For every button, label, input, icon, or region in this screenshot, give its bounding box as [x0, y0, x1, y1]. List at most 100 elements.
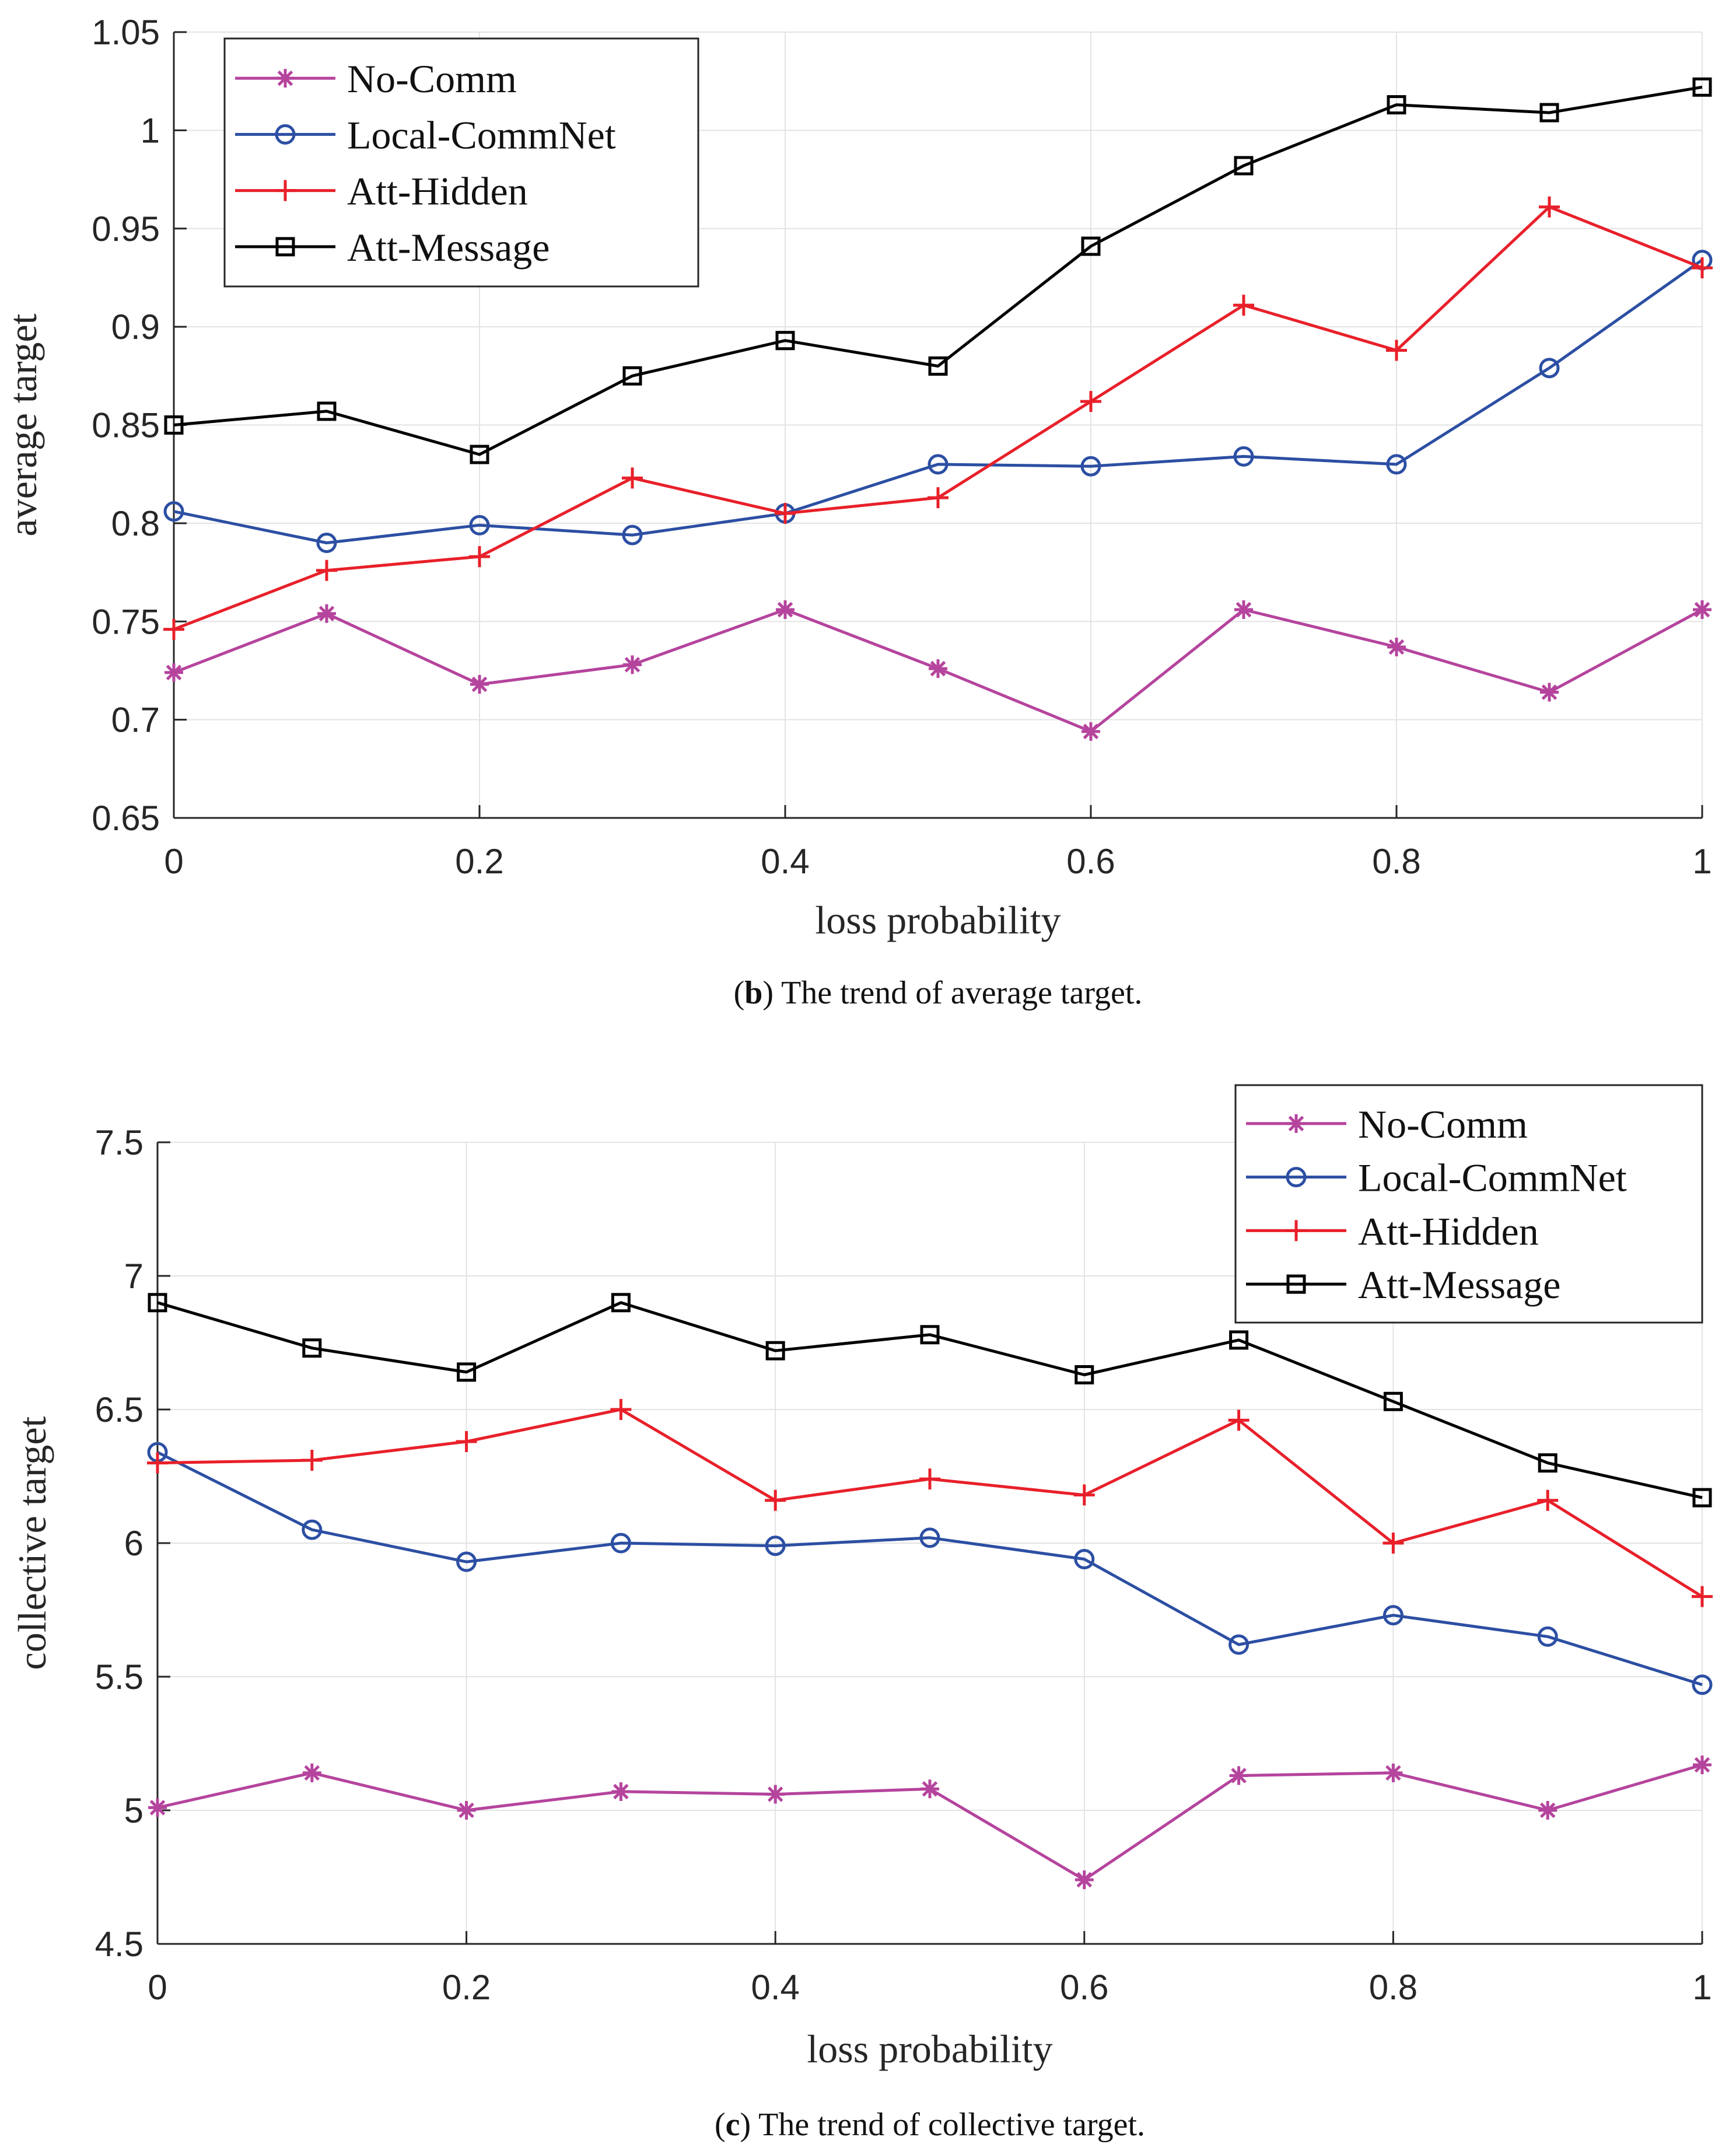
y-tick-label: 5 [124, 1791, 144, 1830]
chart2-series-att-hidden-point [765, 1489, 786, 1511]
legend-entry-att-hidden: Att-Hidden [1246, 1209, 1539, 1253]
y-tick-label: 4.5 [95, 1925, 144, 1964]
chart1-series-no-comm-point [929, 659, 947, 678]
chart2-series-att-hidden-point [1692, 1586, 1713, 1607]
chart2-series-local-commnet-point [302, 1519, 323, 1540]
chart1-legend: No-Comm Local-CommNet Att-Hidden Att-Messag… [223, 37, 699, 288]
chart1-series-local-commnet-point [928, 454, 949, 475]
chart1-series-att-hidden-point [1386, 340, 1407, 361]
chart2-series-att-message-point [302, 1338, 322, 1358]
chart1-series-local-commnet-point [316, 533, 337, 554]
chart1-series-att-hidden-point [1539, 196, 1560, 218]
chart1-series-att-hidden-point [775, 503, 796, 524]
legend-entry-att-message: Att-Message [235, 225, 550, 270]
chart2-series-att-hidden-point [1228, 1409, 1250, 1431]
y-tick-label: 0.9 [111, 307, 160, 347]
chart2-series-att-message-point [1229, 1330, 1249, 1350]
chart2-series-att-message-point [1383, 1391, 1403, 1411]
x-tick-label: 0.4 [761, 842, 809, 881]
chart2-series-local-commnet-point [1537, 1626, 1558, 1647]
chart1-series-att-message-line [173, 85, 1703, 456]
chart1-series-att-hidden-point [1692, 257, 1713, 279]
legend-label: Att-Message [1358, 1262, 1560, 1307]
chart1-series-no-comm-point [1540, 683, 1559, 702]
chart2-series-att-message-point [920, 1325, 940, 1345]
chart1-series-att-message-point [164, 415, 184, 435]
chart2-series-local-commnet-point [1382, 1605, 1404, 1626]
chart2-series-att-hidden-point [919, 1468, 940, 1490]
chart1-series-no-comm-point [1693, 600, 1712, 620]
chart2-series-att-hidden [147, 1399, 1713, 1607]
chart2-series-att-message-point [457, 1362, 477, 1382]
y-tick-label: 7.5 [95, 1123, 144, 1162]
y-tick-label: 0.65 [92, 799, 160, 838]
chart1-series-no-comm-point [164, 663, 183, 682]
chart1-series-att-message-point [1081, 236, 1101, 256]
chart2-series-no-comm-point [1693, 1755, 1712, 1775]
legend-label: No-Comm [1358, 1102, 1528, 1146]
chart2-series-att-hidden-point [456, 1431, 477, 1452]
chart1-series-att-message-point [775, 331, 795, 351]
legend-box [223, 37, 699, 288]
chart1-series-local-commnet-point [163, 501, 184, 522]
chart1-series-att-hidden-point [163, 618, 184, 640]
y-tick-label: 7 [124, 1257, 144, 1296]
y-tick-label: 0.8 [111, 504, 160, 543]
legend-entry-att-message: Att-Message [1246, 1262, 1560, 1307]
chart1-series-no-comm [164, 600, 1712, 741]
legend-entry-no-comm: No-Comm [1246, 1102, 1528, 1146]
caption-tag: b [744, 975, 762, 1011]
chart1-series-att-hidden-point [316, 559, 337, 581]
legend-marker [275, 180, 296, 201]
legend-label: Local-CommNet [1358, 1156, 1627, 1200]
chart1-series-att-hidden [163, 196, 1713, 640]
chart1-series-att-message-point [470, 445, 489, 464]
chart1-series-att-hidden-point [1080, 391, 1101, 412]
chart2-series-att-message-point [1538, 1453, 1558, 1473]
caption-paren: ) [762, 975, 781, 1011]
chart1-series-no-comm-point [1234, 600, 1253, 620]
chart2-series-att-message-point [1692, 1488, 1712, 1508]
x-tick-label: 0 [148, 1968, 167, 2007]
chart2-series-no-comm-point [148, 1798, 167, 1817]
chart2-series-no-comm [148, 1755, 1712, 1890]
chart2-series-local-commnet-point [1692, 1674, 1713, 1695]
legend-marker [275, 237, 295, 257]
chart1-x-axis-label: loss probability [815, 898, 1060, 942]
legend-label: Att-Hidden [347, 169, 528, 214]
chart2-x-axis-label: loss probability [807, 2027, 1052, 2071]
legend-label: No-Comm [347, 57, 517, 101]
chart1-grid [173, 32, 1703, 819]
chart2-series-no-comm-point [1538, 1801, 1558, 1820]
x-tick-label: 0.2 [442, 1968, 491, 2007]
legend-entry-local-commnet: Local-CommNet [235, 113, 616, 157]
chart2-series-local-commnet-point [919, 1527, 940, 1548]
chart1-series-local-commnet-line [173, 258, 1703, 544]
y-tick-label: 1 [141, 111, 160, 150]
chart1-series-att-hidden-point [1233, 295, 1254, 316]
chart2-series-att-hidden-line [157, 1408, 1703, 1598]
chart1-series-no-comm-point [470, 675, 489, 694]
chart2: 0 0.2 0.4 0.6 0.8 1 4.5 5 5.5 6 6.5 7 7.5 loss probab… [10, 1084, 1713, 2143]
chart1-series-att-hidden-point [928, 487, 949, 509]
y-tick-label: 0.7 [111, 701, 160, 740]
chart2-series-att-message-point [765, 1341, 785, 1360]
chart1-y-axis-label: average target [1, 313, 45, 536]
chart2-series-no-comm-point [766, 1785, 785, 1804]
x-tick-label: 0 [164, 842, 183, 881]
chart1-series-att-message-point [1539, 103, 1559, 123]
chart2-series-local-commnet-point [610, 1533, 631, 1554]
chart1-series-local-commnet [163, 250, 1713, 554]
chart2-series-att-message-point [611, 1293, 631, 1313]
chart2-series-att-message-point [148, 1293, 167, 1313]
chart1-series-att-message-point [928, 356, 948, 376]
x-tick-label: 0.8 [1369, 1968, 1418, 2007]
chart2-series-local-commnet-point [765, 1536, 786, 1557]
chart1-series-no-comm-point [776, 600, 794, 620]
legend-label: Local-CommNet [347, 113, 616, 157]
caption-text: The trend of collective target. [758, 2107, 1145, 2143]
chart1-caption: (b) The trend of average target. [734, 975, 1143, 1011]
chart1-series-local-commnet-point [1233, 446, 1254, 467]
chart2-series-att-hidden-point [147, 1452, 168, 1474]
